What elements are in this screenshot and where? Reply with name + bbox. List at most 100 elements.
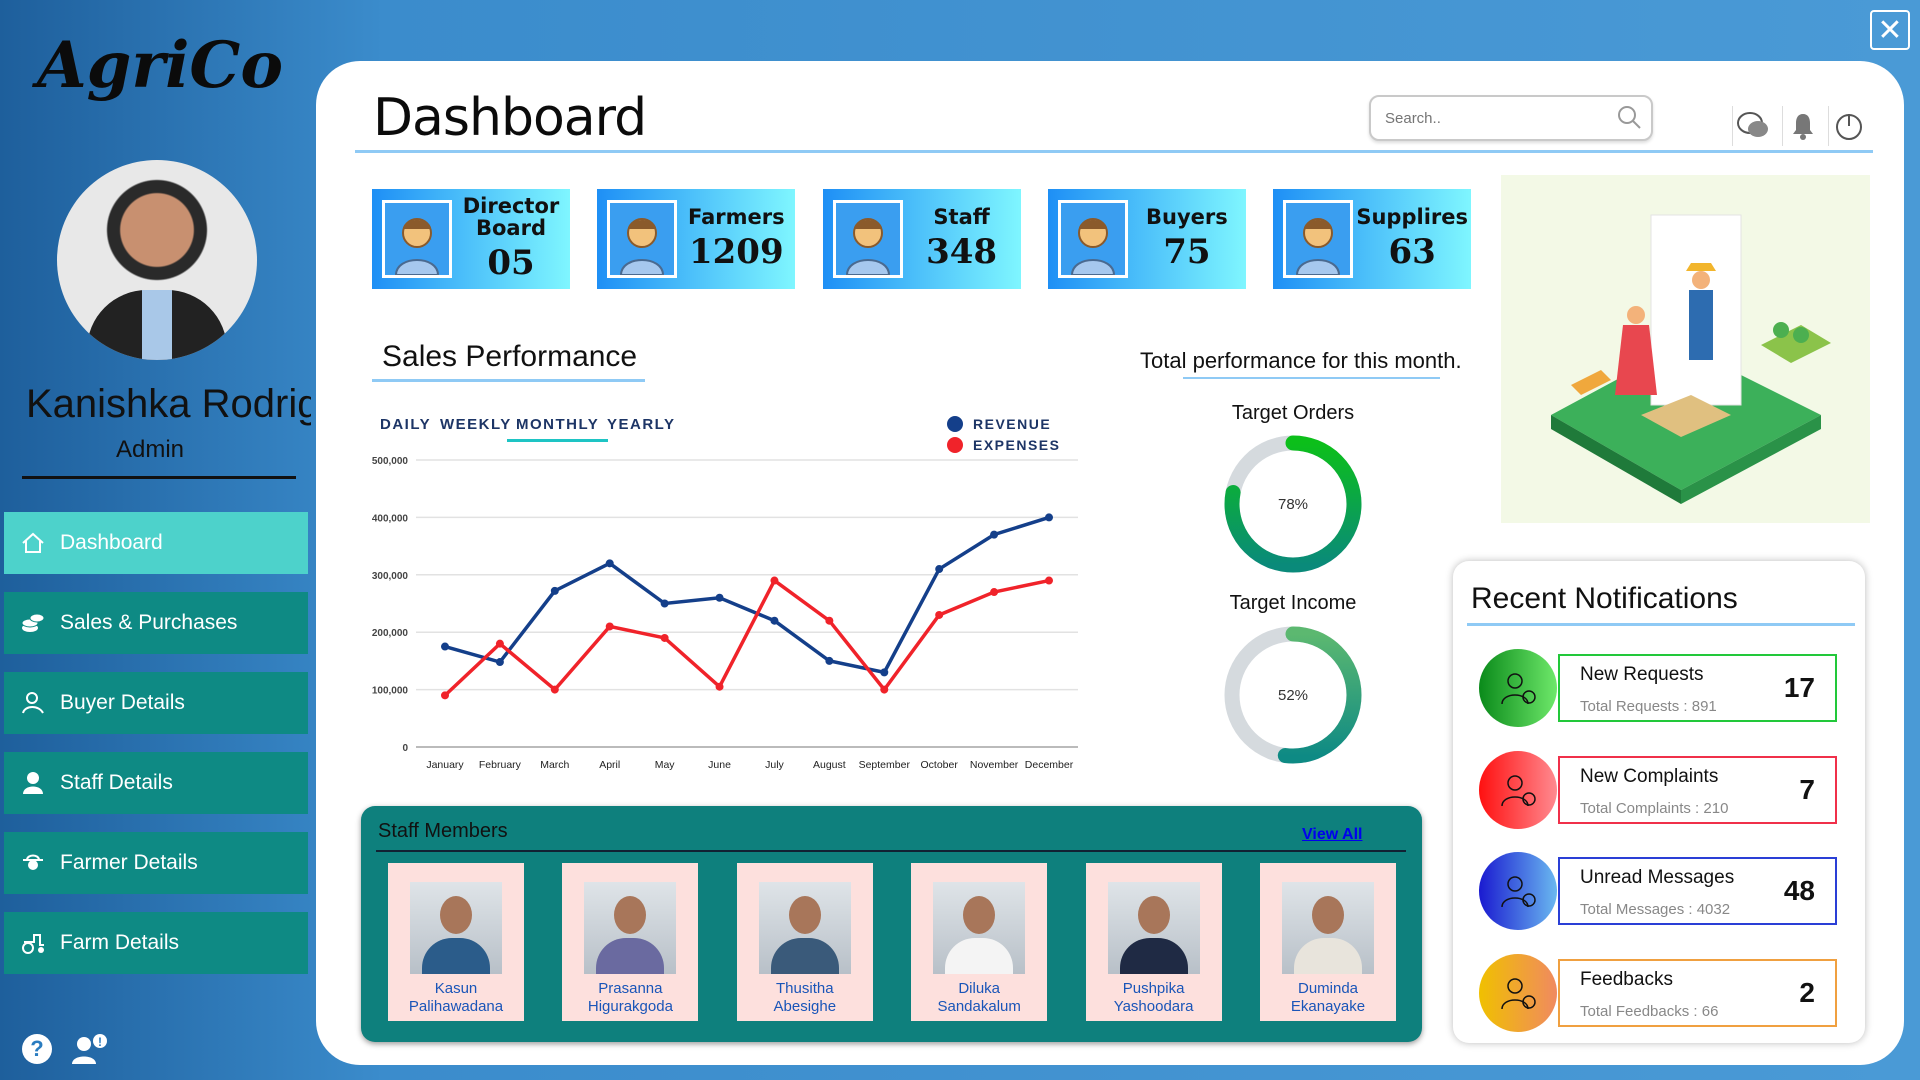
notifications-button[interactable] <box>1782 106 1822 146</box>
user-avatar <box>57 160 257 360</box>
staff-first-name: Prasanna <box>598 980 663 997</box>
chat-button[interactable] <box>1732 106 1772 146</box>
notification-count: 48 <box>1783 875 1815 907</box>
tab-yearly[interactable]: YEARLY <box>607 416 676 433</box>
stat-card-farmers[interactable]: Farmers 1209 <box>597 189 796 289</box>
staff-card[interactable]: Pushpika Yashoodara <box>1085 863 1222 1021</box>
staff-card[interactable]: Thusitha Abesighe <box>736 863 873 1021</box>
expenses-point <box>605 622 614 631</box>
revenue-point <box>660 599 669 608</box>
power-button[interactable] <box>1828 106 1868 146</box>
x-tick-label: March <box>540 759 569 771</box>
sidebar-item-dashboard[interactable]: Dashboard <box>4 512 308 574</box>
x-tick-label: October <box>921 759 959 771</box>
staff-last-name: Higurakgoda <box>587 998 673 1015</box>
stat-value: 05 <box>487 243 535 283</box>
sidebar-item-farmer-details[interactable]: Farmer Details <box>4 832 308 894</box>
divider <box>22 476 296 479</box>
donut-progress <box>1224 435 1362 573</box>
notification-title: Unread Messages <box>1580 867 1735 889</box>
staff-card[interactable]: Kasun Palihawadana <box>388 863 524 1021</box>
legend-marker <box>947 416 963 432</box>
stat-card-buyers[interactable]: Buyers 75 <box>1047 189 1246 289</box>
x-tick-label: September <box>859 759 911 771</box>
staff-card[interactable]: Diluka Sandakalum <box>911 863 1048 1021</box>
notifications-title: Recent Notifications <box>1471 582 1738 615</box>
stat-value: 75 <box>1163 232 1211 272</box>
target-income-label: Target Income <box>1229 592 1357 614</box>
sidebar-item-label: Farm Details <box>60 931 180 954</box>
stat-person-icon <box>1057 200 1128 278</box>
sidebar-item-label: Dashboard <box>60 531 163 554</box>
x-tick-label: April <box>599 759 620 771</box>
staff-photo <box>933 882 1026 974</box>
stat-label: Staff <box>933 205 990 229</box>
revenue-line <box>444 515 1050 675</box>
tab-weekly[interactable]: WEEKLY <box>440 416 512 433</box>
feedback-icon <box>1479 954 1557 1033</box>
stat-label: Director Board <box>462 194 560 240</box>
performance-title: Total performance for this month. <box>1140 348 1462 373</box>
person-icon <box>23 772 43 794</box>
notification-subtitle: Total Requests : 891 <box>1580 698 1717 715</box>
sidebar-item-label: Sales & Purchases <box>60 611 238 634</box>
notification-subtitle: Total Complaints : 210 <box>1580 799 1729 817</box>
staff-card[interactable]: Duminda Ekanayake <box>1260 863 1396 1021</box>
sidebar-item-buyer-details[interactable]: Buyer Details <box>4 672 308 734</box>
help-icon[interactable]: ? <box>20 1032 54 1066</box>
staff-photo <box>1282 882 1374 974</box>
staff-last-name: Sandakalum <box>937 998 1021 1015</box>
x-tick-label: December <box>1025 759 1074 771</box>
view-all-link[interactable]: View All <box>1302 826 1363 843</box>
page-title: Dashboard <box>373 88 647 148</box>
sidebar-item-label: Buyer Details <box>60 691 185 714</box>
search-input[interactable] <box>1369 95 1653 141</box>
search-icon[interactable] <box>1616 104 1642 130</box>
income-percent: 52% <box>1277 687 1309 704</box>
divider <box>355 150 1873 153</box>
revenue-point <box>770 616 779 625</box>
legend-marker <box>947 437 963 453</box>
notification-title: New Requests <box>1580 664 1704 685</box>
notification-new-requests[interactable]: New Requests Total Requests : 891 17 <box>1558 654 1837 722</box>
user-plus-icon <box>1479 649 1557 727</box>
notification-count: 17 <box>1783 672 1815 703</box>
complaint-icon <box>1479 750 1557 829</box>
notification-new-complaints[interactable]: New Complaints Total Complaints : 210 7 <box>1558 755 1837 824</box>
expenses-line <box>443 577 1050 697</box>
stat-card-director-board[interactable]: Director Board 05 <box>372 189 570 289</box>
revenue-point <box>825 656 834 665</box>
sidebar-item-farm-details[interactable]: Farm Details <box>4 912 308 974</box>
staff-card[interactable]: Prasanna Higurakgoda <box>562 863 699 1021</box>
divider <box>372 379 645 382</box>
staff-photo <box>758 882 851 974</box>
target-income-donut <box>1224 626 1362 764</box>
sidebar-item-sales-purchases[interactable]: Sales & Purchases <box>4 592 308 654</box>
staff-first-name: Pushpika <box>1122 980 1185 997</box>
expenses-point <box>770 576 779 585</box>
app-logo: AgriCo <box>36 28 284 103</box>
expenses-point <box>660 633 669 642</box>
stat-card-supplires[interactable]: Supplires 63 <box>1273 189 1472 289</box>
legend-label: REVENUE <box>973 416 1052 432</box>
tab-daily[interactable]: DAILY <box>380 416 432 433</box>
user-alert-icon[interactable]: ! <box>70 1032 110 1066</box>
revenue-point <box>880 668 889 677</box>
power-icon <box>1835 114 1862 140</box>
sidebar-item-staff-details[interactable]: Staff Details <box>4 752 308 814</box>
stat-card-staff[interactable]: Staff 348 <box>822 189 1021 289</box>
revenue-point <box>605 559 614 568</box>
close-button[interactable]: ✕ <box>1870 10 1910 50</box>
staff-last-name: Palihawadana <box>408 998 504 1015</box>
stat-value: 63 <box>1388 232 1436 272</box>
notification-feedbacks[interactable]: Feedbacks Total Feedbacks : 66 2 <box>1558 959 1837 1028</box>
y-tick-label: 500,000 <box>372 456 409 467</box>
x-tick-label: January <box>426 759 464 771</box>
notification-title: New Complaints <box>1580 765 1719 787</box>
notification-unread-messages[interactable]: Unread Messages Total Messages : 4032 48 <box>1558 857 1837 926</box>
tab-monthly[interactable]: MONTHLY <box>507 416 609 442</box>
staff-photo <box>584 882 677 974</box>
revenue-point <box>935 565 944 574</box>
farm-illustration <box>1501 175 1870 523</box>
notification-subtitle: Total Feedbacks : 66 <box>1580 1003 1719 1021</box>
